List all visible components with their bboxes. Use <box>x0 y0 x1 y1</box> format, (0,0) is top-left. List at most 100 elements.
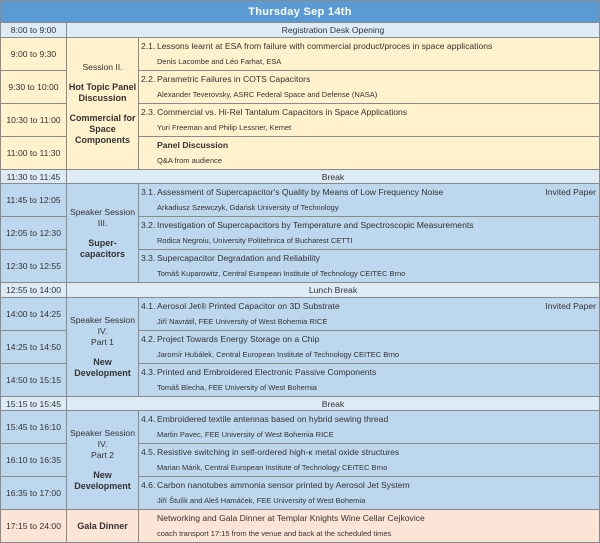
session-row: 11:45 to 12:05 Speaker Session III. Super-… <box>0 183 600 283</box>
session-label-cell: Gala Dinner <box>66 509 139 543</box>
session-label-cell: Speaker Session IV. Part 1 New Development <box>66 297 139 397</box>
talk-title: Parametric Failures in COTS Capacitors <box>157 74 311 84</box>
talk-title: Embroidered textile antennas based on hy… <box>157 414 389 424</box>
talk-authors: Jiří Navrátil, FEE University of West Bo… <box>157 317 328 326</box>
talk-title: Supercapacitor Degradation and Reliabili… <box>157 253 320 263</box>
break-label: Break <box>66 169 600 184</box>
time-slot: 11:45 to 12:05 <box>0 183 67 217</box>
talk-number: 3.2. <box>141 220 156 230</box>
talk-title: Networking and Gala Dinner at Templar Kn… <box>157 513 425 523</box>
session-name: Part 1 <box>91 337 114 347</box>
talk-authors: Jaromír Hubálek, Central European Instit… <box>157 350 400 359</box>
session-name: Speaker Session IV. <box>70 315 135 336</box>
talk-authors: Q&A from audience <box>157 156 223 165</box>
talk-cell: Networking and Gala Dinner at Templar Kn… <box>138 509 600 543</box>
session-row: 9:00 to 9:30 Session II. Hot Topic Panel D… <box>0 37 600 170</box>
talk-cell: 3.1. Assessment of Supercapacitor's Quali… <box>138 183 600 217</box>
session-row: 14:50 to 15:15 4.3. Printed and Embroidere… <box>0 363 600 397</box>
talk-authors: Arkadiusz Szewczyk, Gdańsk University of… <box>157 203 339 212</box>
session-label-cell: Session II. Hot Topic Panel Discussion Com… <box>66 37 139 170</box>
session-topic: Hot Topic Panel Discussion <box>68 81 137 103</box>
day-title: Thursday Sep 14th <box>0 0 600 23</box>
session-row: 11:00 to 11:30 Panel Discussion Q&A from a… <box>0 136 600 170</box>
talk-title: Resistive switching in self-ordered high… <box>157 447 400 457</box>
session-label-cell: Speaker Session III. Super-capacitors <box>66 183 139 283</box>
time-slot: 15:15 to 15:45 <box>0 396 67 411</box>
day-header-row: Thursday Sep 14th <box>0 0 600 23</box>
time-slot: 12:05 to 12:30 <box>0 216 67 250</box>
invited-paper-badge: Invited Paper <box>545 187 596 197</box>
break-row: 11:30 to 11:45 Break <box>0 169 600 184</box>
talk-cell: 3.2. Investigation of Supercapacitors by … <box>138 216 600 250</box>
spacer <box>67 348 138 357</box>
talk-title: Lessons learnt at ESA from failure with … <box>157 41 493 51</box>
talk-number: 3.1. <box>141 187 156 197</box>
talk-title: Panel Discussion <box>157 140 229 150</box>
time-slot: 16:35 to 17:00 <box>0 476 67 510</box>
time-slot: 14:00 to 14:25 <box>0 297 67 331</box>
time-slot: 16:10 to 16:35 <box>0 443 67 477</box>
time-slot: 15:45 to 16:10 <box>0 410 67 444</box>
talk-cell: 2.3. Commercial vs. Hi-Rel Tantalum Capac… <box>138 103 600 137</box>
session-row: 12:05 to 12:30 3.2. Investigation of Super… <box>0 216 600 250</box>
talk-title: Investigation of Supercapacitors by Temp… <box>157 220 474 230</box>
break-label: Registration Desk Opening <box>66 22 600 38</box>
time-slot: 12:30 to 12:55 <box>0 249 67 283</box>
session-topic: New Development <box>74 470 131 491</box>
break-label: Lunch Break <box>66 282 600 298</box>
spacer <box>67 461 138 470</box>
session-topic: New Development <box>74 357 131 378</box>
time-slot: 8:00 to 9:00 <box>0 22 67 38</box>
talk-title: Assessment of Supercapacitor's Quality b… <box>157 187 444 197</box>
talk-number: 4.3. <box>141 367 156 377</box>
session-name: Speaker Session III. <box>70 206 135 228</box>
session-row: 14:25 to 14:50 4.2. Project Towards Energy… <box>0 330 600 364</box>
talk-number: 2.3. <box>141 107 156 117</box>
session-row: 10:30 to 11:00 2.3. Commercial vs. Hi-Rel … <box>0 103 600 137</box>
talk-cell: 3.3. Supercapacitor Degradation and Relia… <box>138 249 600 283</box>
talk-authors: Jiří Štulík and Aleš Hamáček, FEE Univer… <box>157 496 366 505</box>
time-slot: 9:00 to 9:30 <box>0 37 67 71</box>
talk-authors: coach transport 17:15 from the venue and… <box>157 529 392 538</box>
time-slot: 12:55 to 14:00 <box>0 282 67 298</box>
talk-authors: Yuri Freeman and Philip Lessner, Kemet <box>157 123 292 132</box>
invited-paper-badge: Invited Paper <box>545 301 596 311</box>
talk-number: 3.3. <box>141 253 156 263</box>
talk-cell: Panel Discussion Q&A from audience <box>138 136 600 170</box>
talk-number: 2.1. <box>141 41 156 51</box>
talk-number: 4.5. <box>141 447 156 457</box>
break-row: 8:00 to 9:00 Registration Desk Opening <box>0 22 600 38</box>
talk-title: Carbon nanotubes ammonia sensor printed … <box>157 480 410 490</box>
talk-authors: Tomáš Kuparowitz, Central European Insti… <box>157 269 406 278</box>
talk-title: Commercial vs. Hi-Rel Tantalum Capacitor… <box>157 107 408 117</box>
time-slot: 11:30 to 11:45 <box>0 169 67 184</box>
talk-cell: 4.1. Aerosol Jet® Printed Capacitor on 3D… <box>138 297 600 331</box>
session-topic: Gala Dinner <box>77 520 128 531</box>
talk-authors: Rodica Negroiu, University Politehnica o… <box>157 236 353 245</box>
talk-number: 2.2. <box>141 74 156 84</box>
session-name: Part 2 <box>91 450 114 460</box>
talk-title: Aerosol Jet® Printed Capacitor on 3D Sub… <box>157 301 340 311</box>
talk-authors: Alexander Teverovsky, ASRC Federal Space… <box>157 90 378 99</box>
session-row: 12:30 to 12:55 3.3. Supercapacitor Degrada… <box>0 249 600 283</box>
time-slot: 10:30 to 11:00 <box>0 103 67 137</box>
session-row: 15:45 to 16:10 Speaker Session IV. Part 2 N… <box>0 410 600 510</box>
talk-number: 4.4. <box>141 414 156 424</box>
session-row: 17:15 to 24:00 Gala Dinner Networking and … <box>0 509 600 543</box>
talk-authors: Tomáš Blecha, FEE University of West Boh… <box>157 383 317 392</box>
time-slot: 14:25 to 14:50 <box>0 330 67 364</box>
session-name: Session II. <box>82 61 123 72</box>
spacer <box>67 229 138 238</box>
talk-number: 4.1. <box>141 301 156 311</box>
talk-number: 4.6. <box>141 480 156 490</box>
talk-cell: 2.1. Lessons learnt at ESA from failure w… <box>138 37 600 71</box>
spacer <box>67 104 138 113</box>
break-row: 15:15 to 15:45 Break <box>0 396 600 411</box>
spacer <box>67 73 138 82</box>
session-label-cell: Speaker Session IV. Part 2 New Development <box>66 410 139 510</box>
talk-title: Project Towards Energy Storage on a Chip <box>157 334 320 344</box>
talk-authors: Marian Márik, Central European Institute… <box>157 463 388 472</box>
talk-number: 4.2. <box>141 334 156 344</box>
session-row: 16:35 to 17:00 4.6. Carbon nanotubes ammon… <box>0 476 600 510</box>
